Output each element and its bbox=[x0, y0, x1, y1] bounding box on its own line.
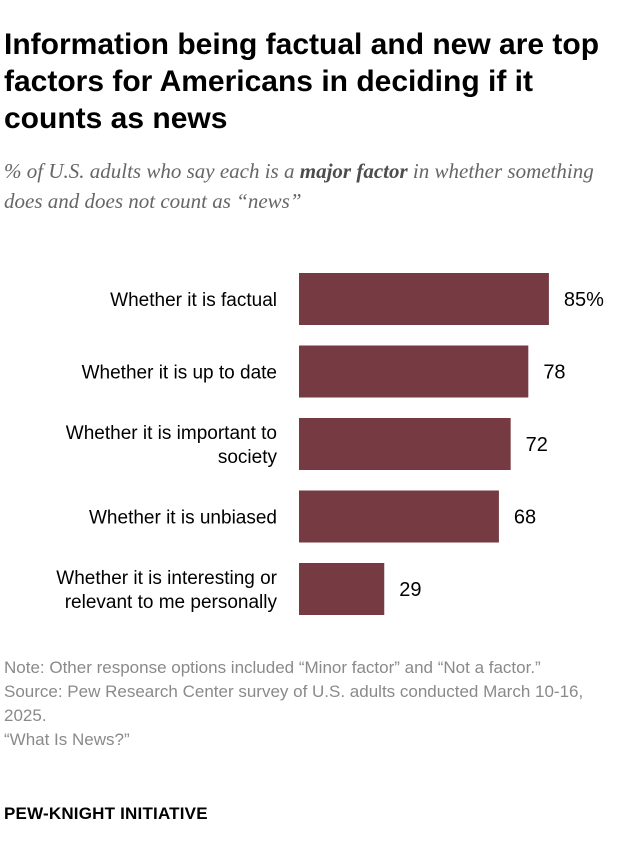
value-label: 29 bbox=[399, 579, 421, 601]
note-text: Note: Other response options included “M… bbox=[4, 658, 541, 677]
source-text: Source: Pew Research Center survey of U.… bbox=[4, 682, 584, 725]
value-label: 72 bbox=[526, 434, 548, 456]
bar-group: Whether it is important to society 72 bbox=[66, 418, 548, 470]
category-label-line: society bbox=[218, 447, 278, 468]
category-label: Whether it is interesting or relevant to … bbox=[56, 568, 277, 613]
chart-subtitle: % of U.S. adults who say each is a major… bbox=[4, 156, 604, 216]
bar-group: Whether it is unbiased 68 bbox=[89, 490, 536, 543]
value-label: 68 bbox=[514, 507, 536, 529]
category-label: Whether it is factual bbox=[110, 290, 277, 311]
bar bbox=[299, 490, 499, 543]
brand-label: PEW-KNIGHT INITIATIVE bbox=[4, 804, 208, 823]
chart-notes: Note: Other response options included “M… bbox=[4, 656, 604, 752]
subtitle-emphasis: major factor bbox=[299, 159, 408, 183]
report-title: “What Is News?” bbox=[4, 730, 130, 749]
bar bbox=[299, 563, 385, 615]
category-label: Whether it is up to date bbox=[82, 363, 277, 384]
bar bbox=[299, 418, 511, 470]
category-label-line: Whether it is factual bbox=[110, 290, 277, 311]
subtitle-text-after: in whether something does and does not c… bbox=[4, 159, 594, 213]
category-label-line: relevant to me personally bbox=[65, 592, 278, 613]
bar-group: Whether it is interesting or relevant to … bbox=[56, 563, 422, 615]
bar bbox=[299, 345, 529, 398]
category-label-line: Whether it is unbiased bbox=[89, 508, 277, 529]
value-label: 78 bbox=[543, 362, 565, 384]
bar-group: Whether it is up to date 78 bbox=[82, 345, 566, 398]
value-label: 85% bbox=[564, 289, 604, 311]
category-label: Whether it is unbiased bbox=[89, 508, 277, 529]
subtitle-text-before: % of U.S. adults who say each is a bbox=[4, 159, 300, 183]
category-label-line: Whether it is important to bbox=[66, 423, 277, 444]
category-label-line: Whether it is interesting or bbox=[56, 568, 277, 589]
bar bbox=[299, 273, 549, 325]
chart-title: Information being factual and new are to… bbox=[4, 28, 600, 135]
bar-group: Whether it is factual 85% bbox=[110, 273, 604, 325]
bar-chart: Whether it is factual 85% Whether it is up… bbox=[56, 273, 604, 615]
category-label-line: Whether it is up to date bbox=[82, 363, 277, 384]
category-label: Whether it is important to society bbox=[66, 423, 278, 468]
